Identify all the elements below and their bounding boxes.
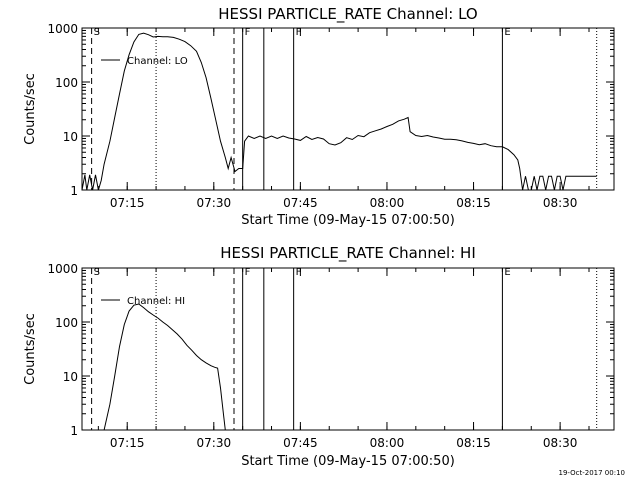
x-tick-label: 08:00: [370, 436, 405, 450]
y-axis-label: Counts/sec: [23, 313, 38, 385]
flag-label: E: [504, 27, 510, 38]
x-tick-label: 08:00: [370, 196, 405, 210]
x-tick-label: 07:45: [283, 436, 318, 450]
x-tick-label: 08:30: [543, 196, 578, 210]
y-tick-label: 10: [63, 130, 78, 144]
plot-frame: [81, 27, 615, 191]
series-line: [82, 32, 597, 190]
x-tick-label: 08:30: [543, 436, 578, 450]
y-tick-label: 100: [55, 316, 78, 330]
panel-lo: HESSI PARTICLE_RATE Channel: LO 1 10 100 100…: [23, 5, 615, 228]
flag-label: S: [94, 267, 100, 278]
y-tick-label: 100: [55, 76, 78, 90]
timestamp: 19-Oct-2017 00:10: [559, 469, 625, 477]
x-axis-label: Start Time (09-May-15 07:00:50): [241, 454, 455, 469]
x-tick-label: 07:45: [283, 196, 318, 210]
panel-hi: HESSI PARTICLE_RATE Channel: HI 1 10 100 100…: [23, 244, 615, 469]
y-tick-label: 1: [70, 184, 78, 198]
y-tick-label: 10: [63, 370, 78, 384]
legend-label: Channel: HI: [127, 296, 185, 307]
flag-label: S: [94, 27, 100, 38]
x-axis-label: Start Time (09-May-15 07:00:50): [241, 213, 455, 228]
x-tick-label: 07:30: [197, 436, 232, 450]
legend-label: Channel: LO: [127, 56, 188, 67]
x-tick-label: 07:15: [110, 436, 145, 450]
plot-frame: [81, 267, 615, 431]
flag-label: F: [245, 27, 251, 38]
chart-title: HESSI PARTICLE_RATE Channel: HI: [220, 244, 476, 263]
flag-label: F: [245, 267, 251, 278]
flag-label: F: [296, 267, 302, 278]
x-tick-label: 08:15: [456, 196, 491, 210]
y-axis-label: Counts/sec: [23, 73, 38, 145]
series-line: [103, 303, 226, 430]
chart-title: HESSI PARTICLE_RATE Channel: LO: [218, 5, 477, 24]
flag-label: F: [296, 27, 302, 38]
x-tick-label: 08:15: [456, 436, 491, 450]
flag-label: E: [504, 267, 510, 278]
x-tick-label: 07:15: [110, 196, 145, 210]
x-tick-label: 07:30: [197, 196, 232, 210]
y-tick-label: 1000: [47, 22, 78, 36]
y-tick-label: 1: [70, 424, 78, 438]
y-tick-label: 1000: [47, 262, 78, 276]
